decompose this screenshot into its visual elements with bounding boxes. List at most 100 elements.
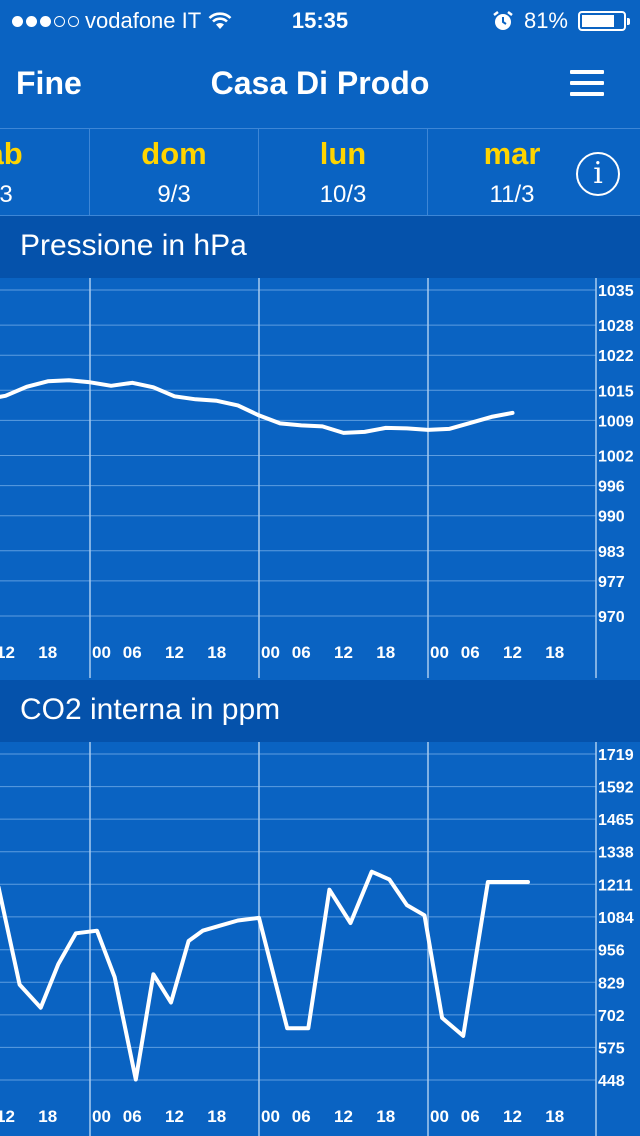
day-name: dom: [141, 136, 207, 171]
y-tick-label: 983: [598, 544, 625, 561]
y-tick-label: 1015: [598, 383, 634, 400]
x-tick-label: 18: [207, 1107, 226, 1126]
series-line: [0, 869, 530, 1082]
hamburger-menu-icon[interactable]: [570, 70, 604, 96]
battery-icon: [578, 11, 630, 31]
menu-line: [570, 81, 604, 85]
x-tick-label: 12: [503, 643, 522, 662]
x-tick-label: 12: [0, 1107, 15, 1126]
navigation-bar: Fine Casa Di Prodo: [0, 40, 640, 128]
x-tick-label: 12: [334, 1107, 353, 1126]
signal-dot: [68, 15, 79, 27]
co2-chart-title: CO2 interna in ppm: [20, 693, 281, 726]
day-column-lun[interactable]: lun 10/3: [259, 129, 427, 215]
x-tick-label: 12: [503, 1107, 522, 1126]
x-tick-label: 00: [92, 1107, 111, 1126]
x-tick-label: 06: [123, 1107, 142, 1126]
x-tick-label: 00: [92, 643, 111, 662]
y-tick-label: 1022: [598, 348, 634, 365]
x-tick-label: 06: [461, 1107, 480, 1126]
status-right: 81%: [492, 8, 630, 34]
day-name: sab: [0, 136, 23, 171]
x-tick-label: 18: [38, 1107, 57, 1126]
y-tick-label: 1002: [598, 449, 634, 466]
y-tick-label: 702: [598, 1008, 625, 1025]
y-tick-label: 1719: [598, 747, 634, 764]
co2-chart-plot[interactable]: 1719 1592 1465 1338 1211 1084 956 829 702 575 448 1…: [0, 742, 640, 1136]
alarm-icon: [493, 11, 513, 30]
day-divider: [258, 129, 259, 215]
day-divider: [427, 129, 428, 215]
day-name: lun: [319, 136, 367, 171]
battery-percent: 81%: [523, 8, 568, 33]
day-date: 11/3: [489, 181, 535, 208]
menu-line: [570, 70, 604, 74]
y-tick-label: 956: [598, 943, 625, 960]
x-tick-label: 12: [0, 643, 15, 662]
y-tick-label: 575: [598, 1040, 625, 1057]
pressure-chart[interactable]: 1035 1028 1022 1015 1009 1002 996 990 983 977 970 1…: [0, 278, 640, 678]
day-date: 9/3: [157, 181, 191, 208]
y-tick-label: 829: [598, 975, 625, 992]
x-tick-label: 06: [123, 643, 142, 662]
pressure-chart-plot[interactable]: 1035 1028 1022 1015 1009 1002 996 990 983 977 970 1…: [0, 278, 640, 678]
y-tick-label: 977: [598, 574, 625, 591]
x-tick-label: 00: [430, 643, 449, 662]
info-icon[interactable]: i: [576, 152, 620, 196]
y-tick-label: 1035: [598, 283, 634, 300]
x-tick-label: 18: [545, 1107, 564, 1126]
status-time: 15:35: [291, 8, 349, 33]
pressure-chart-title: Pressione in hPa: [20, 229, 247, 262]
x-tick-label: 12: [165, 1107, 184, 1126]
signal-dot: [40, 15, 51, 27]
day-date: 8/3: [0, 181, 13, 208]
day-column-dom[interactable]: dom 9/3: [90, 129, 258, 215]
menu-line: [570, 92, 604, 96]
status-bar: vodafone IT 15:35 81%: [0, 0, 640, 40]
x-tick-label: 06: [292, 643, 311, 662]
signal-dot: [12, 15, 23, 27]
signal-dot: [26, 15, 37, 27]
x-tick-label: 00: [261, 643, 280, 662]
day-divider: [89, 129, 90, 215]
y-tick-label: 448: [598, 1073, 625, 1090]
x-tick-label: 18: [376, 1107, 395, 1126]
x-tick-label: 00: [430, 1107, 449, 1126]
pressure-chart-header: Pressione in hPa: [0, 216, 640, 278]
carrier-label: vodafone IT: [85, 8, 202, 33]
day-column-mar[interactable]: mar 11/3: [428, 129, 596, 215]
series-line: [0, 378, 515, 435]
signal-dot: [54, 15, 65, 27]
y-tick-label: 996: [598, 479, 625, 496]
y-tick-label: 1028: [598, 318, 634, 335]
x-tick-label: 18: [38, 643, 57, 662]
y-tick-label: 1465: [598, 812, 634, 829]
x-tick-label: 06: [292, 1107, 311, 1126]
battery-fill: [582, 15, 615, 27]
x-tick-label: 06: [461, 643, 480, 662]
x-tick-label: 12: [334, 643, 353, 662]
page-title: Casa Di Prodo: [210, 65, 430, 101]
day-strip[interactable]: sab 8/3 dom 9/3 lun 10/3 mar 11/3: [0, 128, 640, 216]
y-tick-label: 990: [598, 509, 625, 526]
y-tick-label: 1084: [598, 910, 634, 927]
co2-chart[interactable]: 1719 1592 1465 1338 1211 1084 956 829 702 575 448 1…: [0, 742, 640, 1136]
wifi-icon: [208, 12, 232, 29]
x-tick-label: 00: [261, 1107, 280, 1126]
day-date: 10/3: [319, 181, 367, 208]
signal-strength-icon: [12, 15, 79, 27]
x-tick-label: 12: [165, 643, 184, 662]
x-tick-label: 18: [545, 643, 564, 662]
y-tick-label: 970: [598, 609, 625, 626]
x-tick-label: 18: [376, 643, 395, 662]
y-tick-label: 1009: [598, 413, 634, 430]
day-column-sab[interactable]: sab 8/3: [0, 129, 80, 215]
day-name: mar: [483, 136, 541, 171]
done-button[interactable]: Fine: [16, 65, 82, 101]
co2-chart-header: CO2 interna in ppm: [0, 680, 640, 742]
status-left: vodafone IT: [12, 8, 233, 34]
x-tick-label: 18: [207, 643, 226, 662]
y-tick-label: 1211: [598, 877, 633, 894]
y-tick-label: 1592: [598, 780, 634, 797]
y-tick-label: 1338: [598, 845, 634, 862]
